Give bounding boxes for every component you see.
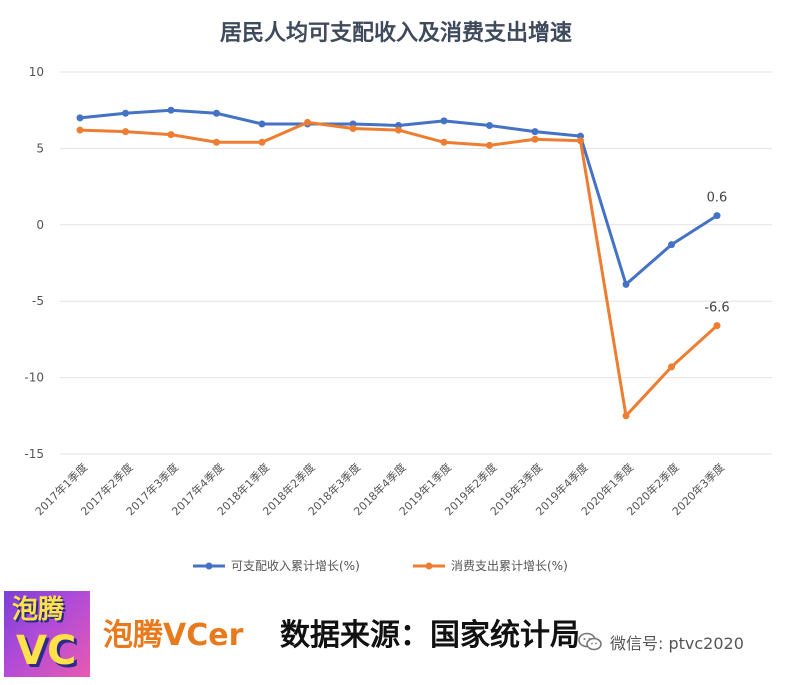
series-1-point: [213, 109, 220, 117]
series-1-point: [258, 120, 266, 128]
chart-title: 居民人均可支配收入及消费支出增速: [220, 20, 572, 46]
series-2-point: [531, 135, 539, 143]
wechat-id: 微信号: ptvc2020: [578, 630, 744, 654]
series-2-point: [167, 131, 175, 139]
series-1-point: [486, 121, 493, 129]
series-1-point: [167, 106, 175, 114]
brand-logo: 泡腾 VC: [4, 591, 90, 677]
series-2-point: [668, 363, 675, 371]
series-2-point: [713, 322, 721, 330]
legend-label: 可支配收入累计增长(%): [231, 559, 360, 573]
data-label: -6.6: [704, 301, 729, 316]
y-tick-label: 5: [36, 141, 44, 155]
chart-area: 居民人均可支配收入及消费支出增速 10 5 0 -5 -10 -15 2017年1季度 20…: [24, 20, 772, 573]
series-1-point: [713, 212, 721, 220]
series-2-point: [76, 126, 84, 134]
legend-marker: [205, 562, 213, 570]
series-1-point: [122, 109, 129, 117]
series-2-point: [304, 118, 311, 126]
series-1-point: [76, 114, 84, 122]
wechat-label: 微信号: ptvc2020: [610, 634, 744, 653]
series-2-point: [440, 138, 448, 146]
legend-marker: [425, 562, 433, 570]
data-source: 数据来源：国家统计局: [280, 618, 580, 653]
series-1-point: [668, 241, 675, 249]
legend-label: 消费支出累计增长(%): [451, 559, 568, 573]
series-2-point: [349, 125, 357, 133]
series-2-point: [213, 138, 220, 146]
y-tick-label: 10: [29, 65, 44, 79]
logo-v-text: VC: [16, 628, 77, 674]
y-tick-label: -5: [32, 294, 44, 308]
series-2-point: [577, 137, 584, 145]
series-2-point: [622, 412, 630, 420]
series-1-point: [531, 128, 539, 136]
footer: [0, 592, 792, 685]
wechat-icon: [578, 632, 602, 652]
series-1-point: [622, 280, 630, 288]
series-2-point: [122, 128, 129, 136]
series-2-point: [486, 141, 493, 149]
series-1-point: [440, 117, 448, 125]
y-tick-label: 0: [36, 218, 44, 232]
brand-name: 泡腾VCer: [103, 618, 244, 653]
y-tick-label: -10: [24, 371, 44, 385]
data-label: 0.6: [707, 191, 728, 206]
y-tick-label: -15: [24, 447, 44, 461]
logo-text: 泡腾: [12, 595, 65, 625]
series-2-point: [395, 126, 402, 134]
series-2-point: [258, 138, 266, 146]
